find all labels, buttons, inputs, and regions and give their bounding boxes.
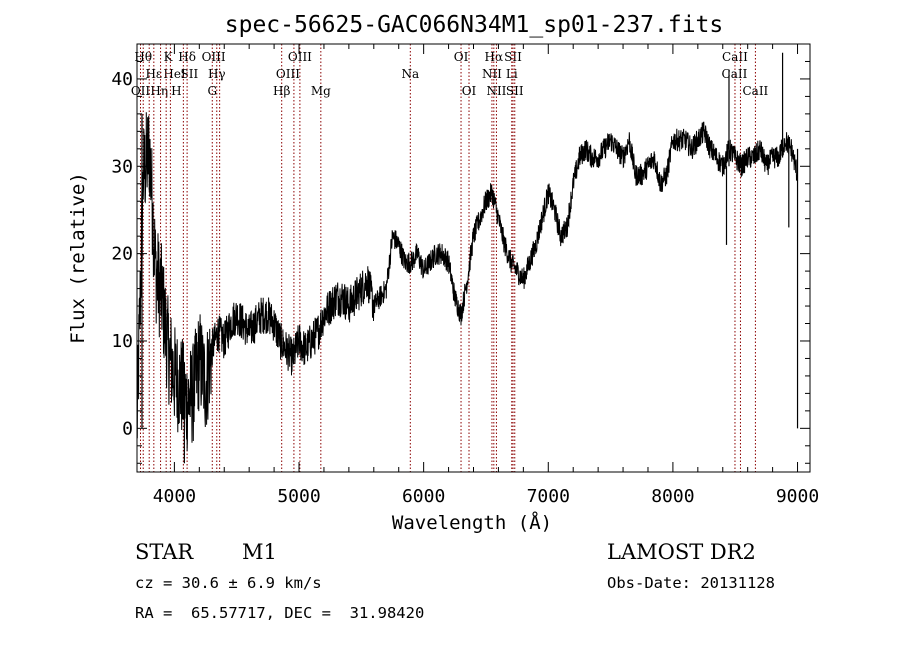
line-marker-label-21: NII: [486, 84, 506, 98]
y-axis-label: Flux (relative): [67, 172, 89, 344]
line-marker-label-14: OIII: [288, 50, 312, 64]
spectrum-data: [136, 52, 799, 464]
line-marker-label-16: Na: [401, 67, 419, 81]
x-tick-label: 5000: [277, 486, 320, 507]
y-tick-label: 0: [122, 418, 133, 439]
y-tick-label: 10: [111, 331, 133, 352]
line-marker-label-5: K: [164, 50, 174, 64]
line-marker-label-24: SII: [506, 84, 524, 98]
line-marker-label-18: OI: [462, 84, 477, 98]
line-marker-label-4: HeI: [163, 67, 186, 81]
line-marker-label-17: OI: [454, 50, 469, 64]
line-marker-label-7: SII: [181, 67, 199, 81]
line-marker-label-20: Hα: [485, 50, 504, 64]
line-marker-label-23: SII: [504, 50, 522, 64]
spectrum-chart: spec-56625-GAC066N34M1_sp01-237.fits Hθ O…: [67, 12, 819, 534]
x-tick-label: 9000: [776, 486, 819, 507]
redshift-value: cz = 30.6 ± 6.9 km/s: [135, 574, 322, 592]
chart-title: spec-56625-GAC066N34M1_sp01-237.fits: [225, 12, 724, 38]
plot-frame: [136, 43, 811, 473]
line-marker-label-3: Hε: [145, 67, 162, 81]
observation-date: Obs-Date: 20131128: [607, 574, 775, 592]
line-marker-label-19: NII: [482, 67, 502, 81]
coordinates: RA = 65.57717, DEC = 31.98420: [135, 604, 425, 622]
y-tick-label: 20: [111, 244, 133, 265]
x-tick-label: 8000: [651, 486, 694, 507]
line-marker-label-15: Mg: [311, 84, 331, 98]
object-subclass: M1: [242, 540, 277, 564]
line-marker-label-6: H: [171, 84, 181, 98]
x-tick-label: 4000: [153, 486, 196, 507]
spectrum-line: [136, 112, 798, 452]
object-class: STAR: [135, 540, 194, 564]
line-marker-label-8: Hδ: [178, 50, 196, 64]
line-marker-label-9: G: [207, 84, 217, 98]
line-marker-label-0: Hθ: [134, 50, 152, 64]
x-axis-label: Wavelength (Å): [392, 511, 552, 534]
x-tick-label: 6000: [402, 486, 445, 507]
line-marker-label-10: Hγ: [208, 67, 226, 81]
line-marker-label-1: OII: [131, 84, 151, 98]
line-marker-label-22: Li: [506, 67, 518, 81]
line-marker-label-25: CaII: [722, 50, 748, 64]
line-marker-label-27: CaII: [742, 84, 768, 98]
line-marker-label-12: Hβ: [273, 84, 290, 98]
y-tick-label: 40: [111, 69, 133, 90]
y-tick-label: 30: [111, 156, 133, 177]
line-marker-label-2: Hη: [150, 84, 168, 98]
line-marker-label-26: CaII: [722, 67, 748, 81]
line-marker-label-13: OIII: [276, 67, 300, 81]
y-axis: 0 10 20 30 40: [111, 43, 810, 464]
survey-name: LAMOST DR2: [607, 540, 756, 564]
x-axis: 4000 5000 6000 7000 8000 9000: [153, 44, 819, 507]
x-tick-label: 7000: [527, 486, 570, 507]
line-marker-label-11: OIII: [202, 50, 226, 64]
